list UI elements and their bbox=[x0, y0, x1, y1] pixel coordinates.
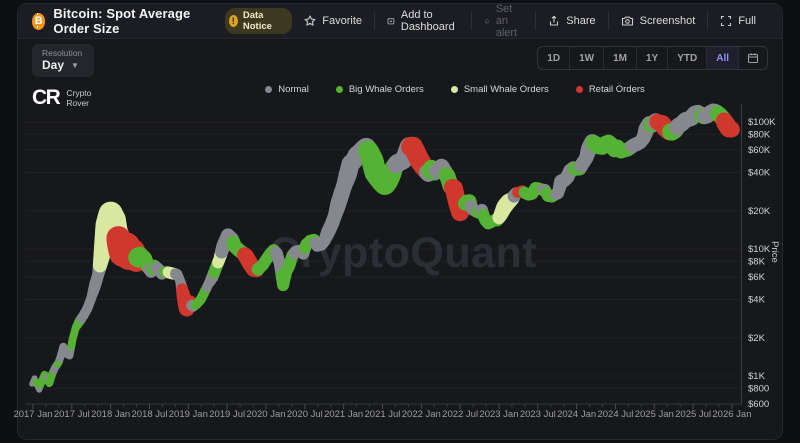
x-tick-label: 2024 Jan bbox=[557, 409, 596, 420]
set-alert-button: Set an alert bbox=[470, 3, 535, 39]
star-icon bbox=[304, 15, 316, 26]
camera-icon bbox=[621, 16, 633, 26]
data-notice-badge[interactable]: ! Data Notice bbox=[224, 8, 293, 34]
x-tick-label: 2022 Jan bbox=[402, 409, 441, 420]
set-alert-label: Set an alert bbox=[495, 3, 518, 39]
calendar-icon bbox=[747, 53, 759, 64]
chevron-down-icon: ▼ bbox=[71, 60, 79, 70]
y-tick-label: $100K bbox=[748, 117, 776, 128]
range-all[interactable]: All bbox=[706, 47, 738, 69]
x-tick-label: 2025 Jan bbox=[635, 409, 674, 420]
range-1y[interactable]: 1Y bbox=[635, 47, 667, 69]
warning-icon: ! bbox=[228, 15, 238, 27]
expand-icon bbox=[721, 15, 732, 27]
header-title-group: B Bitcoin: Spot Average Order Size ! Dat… bbox=[32, 6, 293, 36]
add-to-dashboard-label: Add to Dashboard bbox=[400, 9, 455, 33]
y-axis-title: Price bbox=[769, 241, 780, 263]
x-tick-label: 2026 Jan bbox=[712, 409, 751, 420]
range-selector: 1D 1W 1M 1Y YTD All bbox=[537, 46, 768, 70]
legend-item-retail[interactable]: Retail Orders bbox=[575, 84, 645, 95]
axes: $100K$80K $60K $40K $20K $10K$8K $6K $4K $2K $1K… bbox=[13, 104, 780, 420]
y-tick-label: $1K bbox=[748, 371, 766, 382]
logo-line1: Crypto bbox=[66, 87, 92, 98]
range-1w[interactable]: 1W bbox=[569, 47, 603, 69]
chart-legend: Normal Big Whale Orders Small Whale Orde… bbox=[170, 84, 740, 95]
resolution-value: Day bbox=[42, 58, 65, 72]
y-tick-label: $10K bbox=[748, 244, 771, 255]
calendar-button[interactable] bbox=[738, 47, 767, 69]
y-tick-label: $800 bbox=[748, 383, 769, 394]
x-tick-label: 2017 Jan bbox=[13, 409, 52, 420]
range-1m[interactable]: 1M bbox=[603, 47, 636, 69]
range-ytd[interactable]: YTD bbox=[667, 47, 706, 69]
full-screen-button[interactable]: Full bbox=[707, 12, 768, 30]
y-tick-label: $80K bbox=[748, 129, 771, 140]
header: B Bitcoin: Spot Average Order Size ! Dat… bbox=[18, 3, 782, 39]
x-tick-label: 2021 Jul bbox=[365, 409, 401, 420]
y-tick-label: $4K bbox=[748, 295, 766, 306]
favorite-button[interactable]: Favorite bbox=[292, 12, 374, 30]
legend-item-normal[interactable]: Normal bbox=[265, 84, 309, 95]
dashboard-add-icon bbox=[387, 18, 395, 25]
crypto-rover-logo: CR Crypto Rover bbox=[32, 86, 91, 110]
range-1d[interactable]: 1D bbox=[547, 52, 561, 64]
data-point bbox=[721, 120, 739, 138]
x-tick-label: 2018 Jan bbox=[91, 409, 130, 420]
x-tick-label: 2020 Jul bbox=[287, 409, 323, 420]
bitcoin-icon: B bbox=[32, 12, 46, 30]
data-notice-label: Data Notice bbox=[242, 10, 272, 32]
legend-dot-normal bbox=[265, 86, 273, 93]
screenshot-button[interactable]: Screenshot bbox=[607, 12, 708, 30]
legend-dot-retail bbox=[575, 86, 583, 93]
full-label: Full bbox=[738, 15, 756, 27]
legend-item-small-whale[interactable]: Small Whale Orders bbox=[450, 84, 549, 95]
legend-dot-small-whale bbox=[450, 86, 458, 93]
y-tick-label: $600 bbox=[748, 399, 769, 410]
legend-label-normal: Normal bbox=[278, 84, 309, 95]
resolution-label: Resolution bbox=[42, 48, 83, 58]
x-tick-label: 2023 Jul bbox=[520, 409, 556, 420]
x-tick-label: 2018 Jul bbox=[132, 409, 168, 420]
share-label: Share bbox=[566, 15, 596, 27]
bell-icon bbox=[484, 19, 489, 24]
legend-item-big-whale[interactable]: Big Whale Orders bbox=[335, 84, 424, 95]
y-tick-label: $8K bbox=[748, 256, 766, 267]
x-tick-label: 2023 Jan bbox=[479, 409, 518, 420]
y-tick-label: $2K bbox=[748, 333, 766, 344]
favorite-label: Favorite bbox=[322, 15, 363, 27]
header-actions: Favorite Add to Dashboard Set an alert S… bbox=[292, 3, 768, 39]
y-tick-label: $20K bbox=[748, 206, 771, 217]
x-tick-label: 2020 Jan bbox=[246, 409, 285, 420]
share-button[interactable]: Share bbox=[535, 12, 607, 30]
add-to-dashboard-button[interactable]: Add to Dashboard bbox=[374, 9, 471, 33]
logo-line2: Rover bbox=[66, 98, 90, 108]
resolution-dropdown[interactable]: Resolution Day ▼ bbox=[32, 44, 95, 77]
x-tick-label: 2021 Jan bbox=[324, 409, 363, 420]
y-tick-label: $6K bbox=[748, 272, 766, 283]
x-tick-label: 2024 Jul bbox=[597, 409, 633, 420]
price-series bbox=[29, 103, 740, 393]
x-tick-label: 2017 Jul bbox=[54, 409, 90, 420]
y-tick-label: $40K bbox=[748, 168, 771, 179]
chart-card: B Bitcoin: Spot Average Order Size ! Dat… bbox=[17, 3, 783, 440]
legend-label-big-whale: Big Whale Orders bbox=[348, 84, 424, 95]
x-tick-label: 2019 Jul bbox=[209, 409, 245, 420]
y-tick-label: $60K bbox=[748, 145, 771, 156]
legend-dot-big-whale bbox=[335, 86, 343, 93]
x-tick-label: 2025 Jul bbox=[675, 409, 711, 420]
legend-label-small-whale: Small Whale Orders bbox=[463, 84, 549, 95]
share-icon bbox=[550, 15, 559, 26]
x-tick-label: 2022 Jul bbox=[442, 409, 478, 420]
logo-mark: CR bbox=[32, 86, 61, 109]
screenshot-label: Screenshot bbox=[639, 15, 696, 27]
page-title: Bitcoin: Spot Average Order Size bbox=[53, 6, 191, 36]
x-tick-label: 2019 Jan bbox=[169, 409, 208, 420]
legend-label-retail: Retail Orders bbox=[588, 84, 645, 95]
